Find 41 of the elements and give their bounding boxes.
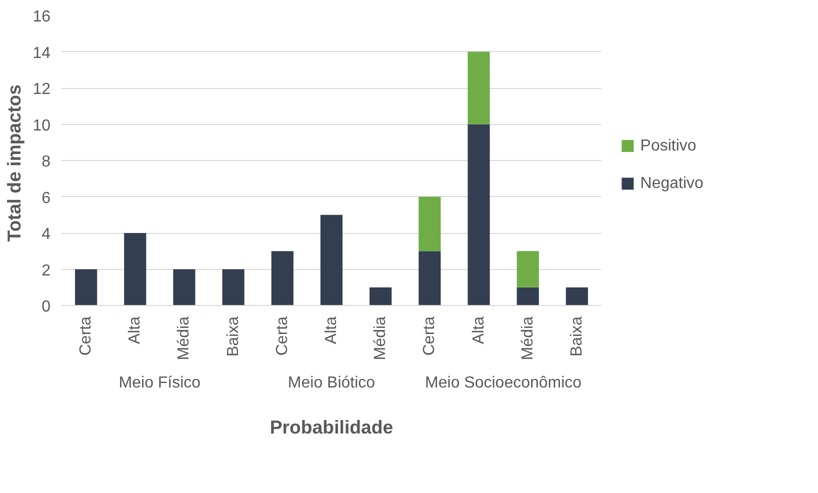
bar bbox=[418, 196, 441, 252]
bar bbox=[271, 251, 294, 306]
text: Meio Biótico bbox=[288, 374, 376, 392]
bar bbox=[418, 251, 441, 306]
bar bbox=[468, 124, 490, 306]
bar bbox=[75, 269, 98, 306]
x-tick-label: Certa bbox=[78, 316, 95, 356]
text: Meio Físico bbox=[118, 374, 201, 392]
x-tick-label: Certa bbox=[274, 316, 291, 356]
y-tick-label: 10 bbox=[32, 117, 51, 134]
bar bbox=[468, 52, 490, 124]
y-tick-label: 0 bbox=[42, 298, 51, 316]
x-tick-label: Média bbox=[372, 316, 390, 360]
y-tick-label: 4 bbox=[42, 226, 51, 243]
y-tick-label: 6 bbox=[42, 190, 51, 207]
y-tick-label: 12 bbox=[32, 81, 51, 98]
x-tick-label: Média bbox=[176, 316, 193, 360]
y-tick-label: 16 bbox=[32, 8, 51, 26]
bar bbox=[516, 287, 539, 306]
x-axis-title: Probabilidade bbox=[270, 416, 394, 438]
legend-label: Positivo bbox=[640, 138, 696, 154]
x-tick-label: Baixa bbox=[224, 316, 242, 357]
legend-label: Negativo bbox=[640, 175, 704, 192]
x-tick-label: Baixa bbox=[568, 316, 586, 357]
bar bbox=[566, 287, 588, 306]
text: Meio Socioeconômico bbox=[425, 374, 582, 392]
bar bbox=[222, 269, 244, 306]
y-tick-label: 8 bbox=[42, 154, 51, 170]
bar bbox=[124, 233, 146, 306]
x-tick-label: Alta bbox=[470, 316, 488, 344]
x-tick-label: Alta bbox=[323, 316, 340, 344]
bar bbox=[173, 269, 196, 306]
bar bbox=[370, 287, 392, 306]
y-tick-label: 14 bbox=[32, 44, 51, 62]
x-tick-label: Certa bbox=[421, 316, 438, 356]
bar bbox=[516, 251, 539, 288]
bar bbox=[320, 214, 343, 306]
x-tick-label: Alta bbox=[126, 316, 144, 344]
y-tick-label: 2 bbox=[42, 262, 51, 280]
x-tick-label: Média bbox=[519, 316, 536, 360]
y-axis-title: Total de impactos bbox=[4, 84, 25, 242]
